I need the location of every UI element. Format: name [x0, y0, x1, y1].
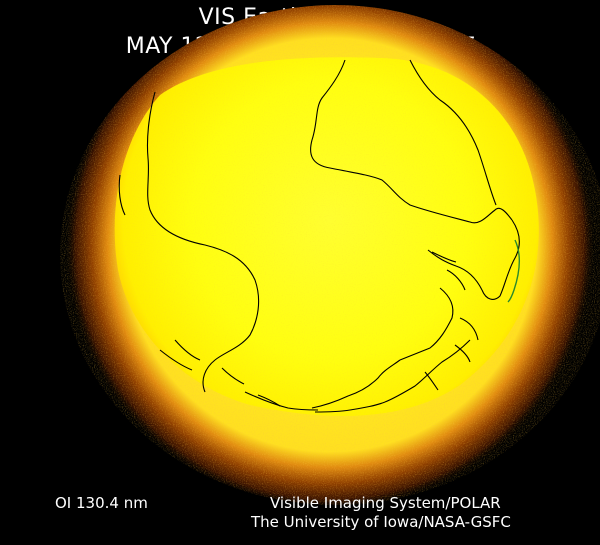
institution-credit: The University of Iowa/NASA-GSFC — [251, 513, 511, 531]
sunlit-disk — [114, 57, 539, 417]
filter-label: OI 130.4 nm — [55, 494, 148, 512]
auroral-trace — [507, 239, 521, 303]
instrument-credit: Visible Imaging System/POLAR — [270, 494, 501, 512]
coastlines — [118, 59, 520, 413]
